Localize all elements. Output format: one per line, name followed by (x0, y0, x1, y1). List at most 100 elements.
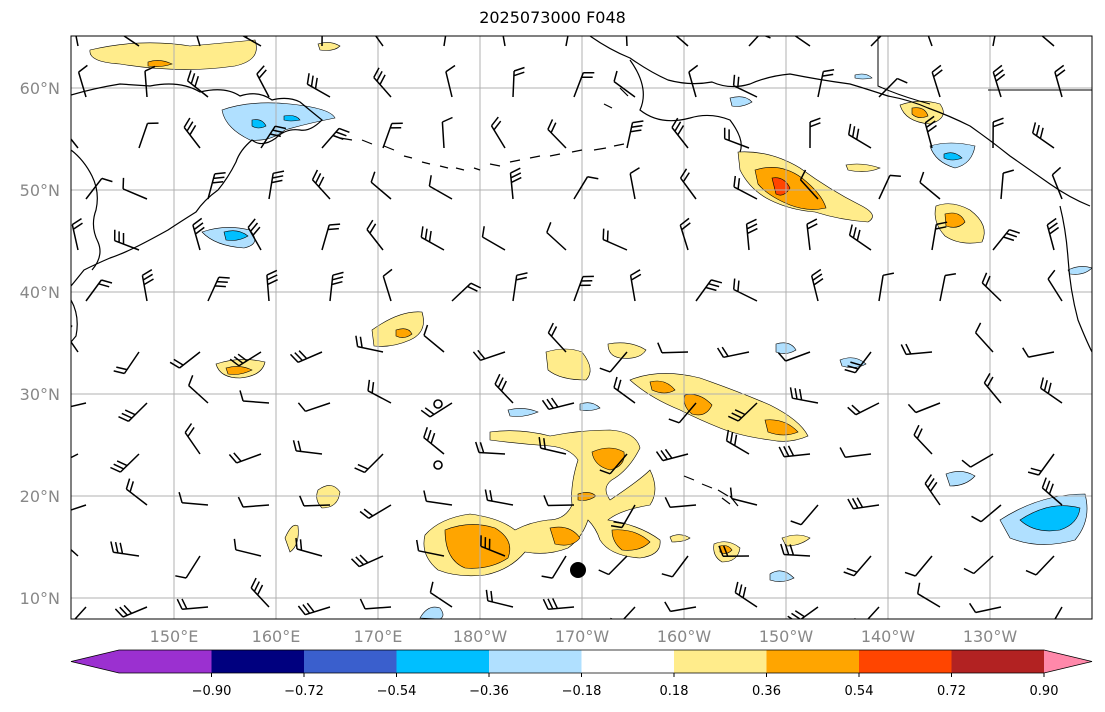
wind-barb (538, 436, 567, 455)
coastline-alaska (589, 36, 1091, 207)
wind-barb (122, 177, 148, 200)
lon-label: 140°W (861, 627, 916, 646)
colorbar-tick-label: 0.54 (845, 684, 874, 699)
wind-barb (451, 282, 482, 302)
wind-barb (289, 350, 323, 363)
wind-barb (169, 351, 201, 369)
wind-barb (806, 218, 818, 251)
wind-barb (350, 554, 384, 568)
wind-barb (114, 604, 148, 618)
colorbar-extend-high (1044, 650, 1092, 673)
contour-negative (579, 402, 601, 411)
wind-barb (110, 453, 140, 473)
wind-barb (661, 555, 689, 578)
contour-positive (317, 42, 341, 51)
wind-barb (732, 278, 758, 302)
wind-barb (844, 351, 872, 374)
wind-barb (900, 343, 933, 356)
wind-barb (718, 545, 750, 557)
wind-barb (292, 440, 323, 455)
contour-positive (649, 380, 676, 394)
wind-barb (546, 222, 567, 251)
lat-label: 20°N (20, 487, 60, 506)
wind-barb (817, 69, 835, 98)
wind-barb (745, 218, 758, 251)
lon-label: 180°W (453, 627, 508, 646)
graticule (71, 36, 1092, 619)
wind-barb (428, 175, 453, 200)
wind-barb (992, 64, 1006, 98)
markers (433, 399, 586, 578)
wind-barb (809, 117, 821, 149)
lon-label: 160°W (657, 627, 712, 646)
lon-label: 150°W (759, 627, 814, 646)
wind-barb (512, 66, 525, 98)
wind-barb (992, 36, 996, 47)
wind-barb (138, 122, 159, 149)
wind-barb (931, 221, 948, 251)
wind-barb (75, 36, 79, 47)
wind-barb (657, 342, 689, 354)
wind-barb (85, 279, 113, 302)
wind-barb (1054, 64, 1066, 98)
coastline-asia (71, 149, 101, 271)
contour-negative (251, 119, 267, 129)
wind-barb (1051, 166, 1063, 200)
political-border (877, 36, 931, 105)
coastline-namerica (1059, 205, 1092, 353)
contour-positive (89, 39, 257, 70)
wind-barb (723, 127, 750, 149)
wind-barb (878, 77, 908, 98)
contour-positive (764, 419, 799, 436)
wind-barb (1000, 169, 1015, 200)
contour-positive (549, 526, 581, 546)
wind-barb (299, 495, 331, 507)
wind-barb (474, 441, 506, 455)
coastline-hawaii (683, 475, 739, 507)
contour-positive (607, 342, 647, 359)
contour-negative (729, 96, 753, 107)
wind-barb (423, 490, 453, 506)
colorbar: −0.90 −0.72 −0.54 −0.36 −0.18 0.18 0.36 0.54 0.7… (70, 649, 1093, 699)
wind-barb (729, 487, 758, 506)
wind-barb (71, 504, 87, 511)
wind-barb (613, 70, 636, 98)
wind-barb (847, 402, 880, 416)
wind-barb (664, 601, 697, 613)
wind-barb (237, 496, 270, 508)
contour-positive (371, 311, 424, 347)
wind-barb (176, 598, 209, 610)
wind-barb (573, 71, 595, 98)
wind-barb (71, 137, 79, 149)
contour-negative (223, 230, 249, 241)
map-title: 2025073000 F048 (479, 8, 626, 27)
wind-barb (664, 496, 697, 509)
colorbar-segment (859, 650, 952, 673)
wind-barb (321, 36, 323, 47)
wind-barb (626, 120, 644, 149)
wind-barb (716, 346, 750, 359)
wind-barb (629, 167, 640, 200)
contour-positive (545, 348, 591, 381)
wind-barb (599, 453, 628, 475)
wind-barb (1041, 477, 1063, 506)
wind-barb (239, 390, 270, 404)
wind-barb (655, 448, 689, 462)
wind-barb (122, 36, 140, 47)
wind-barb (295, 537, 323, 557)
wind-barb (481, 226, 506, 251)
wind-barb (423, 324, 445, 353)
wind-barb (415, 539, 445, 557)
contour-negative (854, 73, 873, 80)
wind-barb (543, 495, 575, 507)
wind-barb (974, 322, 994, 353)
wind-barb (981, 272, 1002, 302)
wind-barb (196, 36, 201, 47)
contour-positive (225, 366, 253, 375)
contour-positive (284, 524, 299, 553)
wind-barb (1031, 122, 1055, 149)
wind-barb (1047, 269, 1063, 302)
wind-barb (241, 36, 262, 47)
coastline-aleutians (339, 137, 625, 171)
colorbar-tick-label: −0.36 (469, 684, 509, 699)
